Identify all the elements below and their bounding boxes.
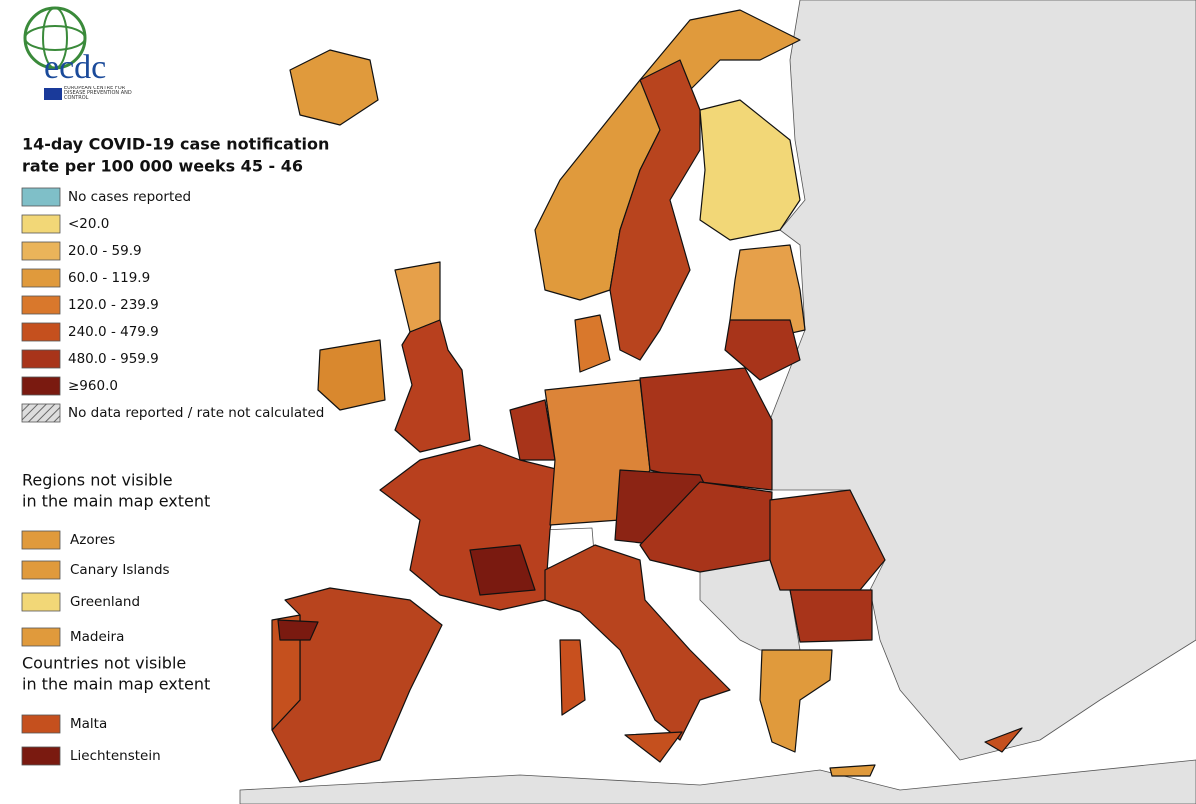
- legend-swatch: [21, 714, 61, 734]
- logo: ecdc EUROPEAN CENTRE FOR DISEASE PREVENT…: [23, 6, 132, 101]
- legend-label: 240.0 - 479.9: [68, 324, 159, 340]
- legend-title: 14-day COVID-19 case notification: [22, 135, 329, 154]
- legend-swatch: [21, 403, 61, 423]
- legend-swatch: [21, 295, 61, 315]
- legend-label: Madeira: [70, 629, 124, 645]
- legend-label: ≥960.0: [68, 378, 118, 394]
- non-eu-land: [239, 0, 1196, 804]
- legend-title: Regions not visible: [22, 471, 173, 490]
- legend-label: Liechtenstein: [70, 748, 161, 764]
- legend-swatch: [21, 627, 61, 647]
- legend-label: No data reported / rate not calculated: [68, 405, 324, 421]
- legend-swatch: [21, 746, 61, 766]
- legend-label: Azores: [70, 532, 115, 548]
- legend-swatch: [21, 349, 61, 369]
- legend-label: Canary Islands: [70, 562, 170, 578]
- legend-swatch: [21, 241, 61, 261]
- logo-subtitle: EUROPEAN CENTRE FOR DISEASE PREVENTION A…: [64, 86, 132, 101]
- legend-title: Countries not visible: [22, 654, 186, 673]
- legend-label: 60.0 - 119.9: [68, 270, 150, 286]
- legend-swatch: [21, 560, 61, 580]
- legend-swatch: [21, 376, 61, 396]
- legend-label: 20.0 - 59.9: [68, 243, 142, 259]
- legend-swatch: [21, 187, 61, 207]
- legend-label: 120.0 - 239.9: [68, 297, 159, 313]
- eu-regions: [271, 9, 1023, 783]
- legend-label: No cases reported: [68, 189, 191, 205]
- legend-swatch: [21, 592, 61, 612]
- legend-label: Malta: [70, 716, 107, 732]
- logo-acronym: ecdc: [44, 49, 106, 86]
- legend-label: Greenland: [70, 594, 140, 610]
- legend-swatch: [21, 214, 61, 234]
- legend-swatch: [21, 268, 61, 288]
- legend-title: rate per 100 000 weeks 45 - 46: [22, 157, 303, 176]
- legend-label: 480.0 - 959.9: [68, 351, 159, 367]
- legend-title: in the main map extent: [22, 675, 210, 694]
- legend-label: <20.0: [68, 216, 109, 232]
- legend-swatch: [21, 530, 61, 550]
- legend-swatch: [21, 322, 61, 342]
- legend-title: in the main map extent: [22, 492, 210, 511]
